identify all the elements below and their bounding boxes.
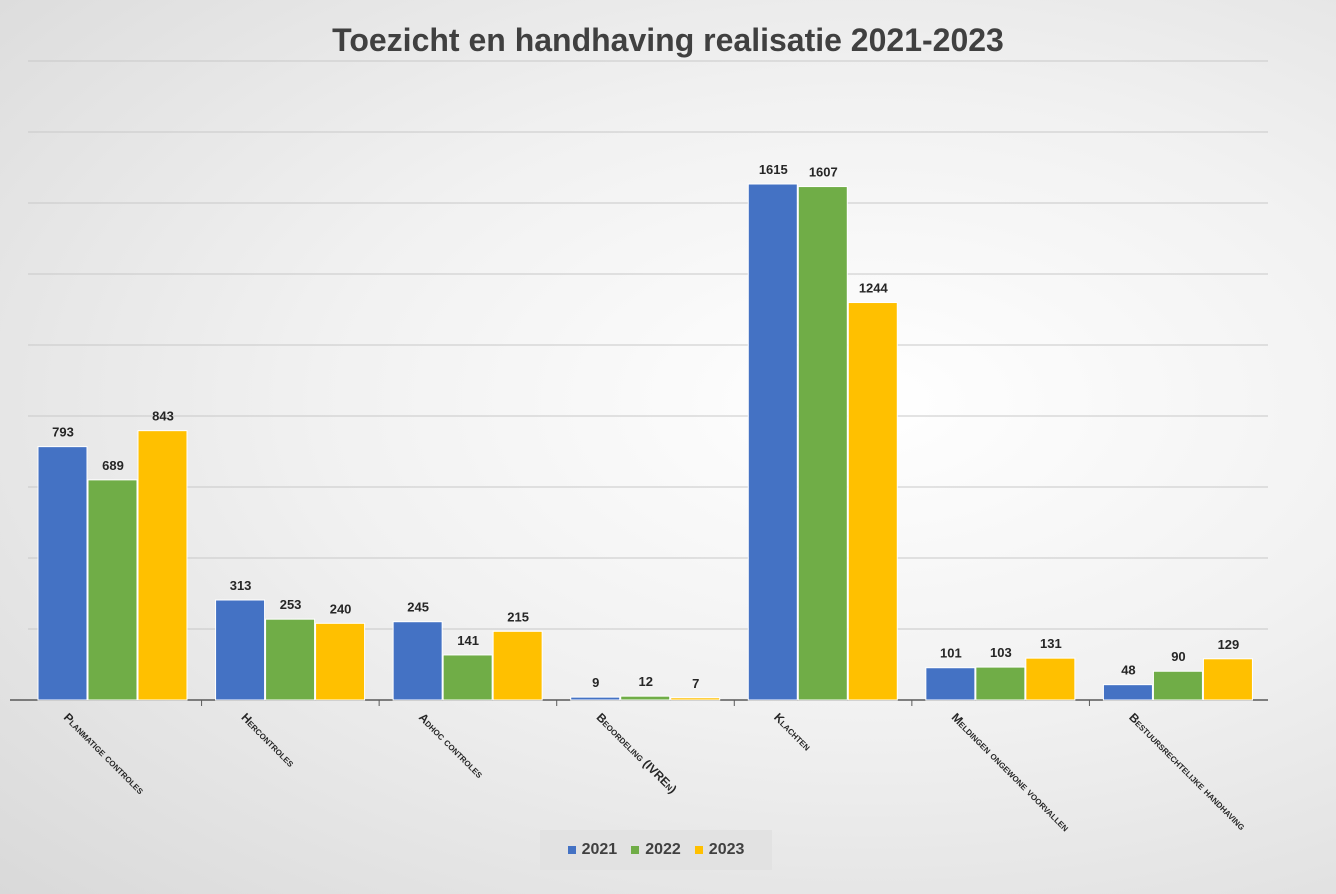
bar-2022: [975, 666, 1026, 701]
data-label: 253: [280, 597, 302, 612]
bar-2021: [570, 696, 621, 701]
bar-2022: [87, 479, 138, 701]
bar-2021: [37, 446, 88, 701]
bar-2021: [1102, 684, 1153, 701]
data-label: 48: [1121, 663, 1135, 678]
bar-2021: [925, 667, 976, 701]
bar-2022: [797, 186, 848, 701]
data-label: 103: [990, 645, 1012, 660]
bar-2022: [1152, 670, 1203, 701]
legend-swatch: [631, 846, 640, 854]
legend-item: 2021: [567, 841, 618, 859]
data-label: 1615: [759, 162, 788, 177]
data-label: 101: [940, 646, 962, 661]
bar-2023: [492, 630, 543, 701]
data-label: 90: [1171, 649, 1185, 664]
bar-2022: [620, 695, 671, 701]
data-label: 1244: [859, 281, 889, 296]
bar-2021: [215, 599, 266, 701]
data-label: 843: [152, 409, 174, 424]
data-label: 793: [52, 425, 74, 440]
bar-2021: [747, 183, 798, 701]
chart-legend: 2021 2022 2023: [540, 830, 772, 870]
legend-label: 2023: [708, 841, 745, 858]
x-tick-label: Meldingen ongewone voorvallen: [949, 710, 1073, 834]
bar-2023: [315, 622, 366, 701]
data-label: 689: [102, 458, 124, 473]
data-label: 12: [638, 674, 652, 689]
data-label: 141: [457, 633, 479, 648]
bar-2023: [1025, 657, 1076, 701]
x-tick-label: Bestuursrechtelijke handhaving: [1126, 710, 1249, 833]
x-tick-label: Adhoc controles: [416, 710, 487, 781]
x-tick-label: Beoordeling (IVREn): [594, 710, 680, 796]
legend-label: 2022: [645, 841, 681, 858]
data-label: 215: [507, 609, 529, 624]
data-label: 9: [592, 675, 599, 690]
x-tick-label: Hercontroles: [238, 710, 298, 770]
bar-2022: [442, 654, 493, 701]
data-label: 313: [230, 578, 252, 593]
bar-2023: [137, 430, 188, 701]
bar-2021: [392, 621, 443, 701]
chart-title: Toezicht en handhaving realisatie 2021-2…: [332, 22, 1004, 58]
data-label: 245: [407, 600, 429, 615]
bar-2022: [265, 618, 316, 701]
legend-item: 2023: [694, 841, 745, 859]
legend-swatch: [567, 846, 576, 854]
data-label: 240: [330, 601, 352, 616]
data-label: 7: [692, 676, 699, 691]
data-label: 129: [1218, 637, 1240, 652]
legend-swatch: [694, 846, 703, 854]
data-label: 1607: [809, 165, 838, 180]
data-label: 131: [1040, 636, 1062, 651]
x-tick-label: Klachten: [771, 710, 814, 753]
legend-label: 2021: [581, 841, 618, 858]
legend-item: 2022: [631, 841, 681, 859]
x-tick-label: Planmatige controles: [61, 710, 148, 797]
bar-2023: [847, 302, 898, 701]
bar-2023: [1202, 658, 1253, 701]
bar-2023: [670, 697, 721, 701]
